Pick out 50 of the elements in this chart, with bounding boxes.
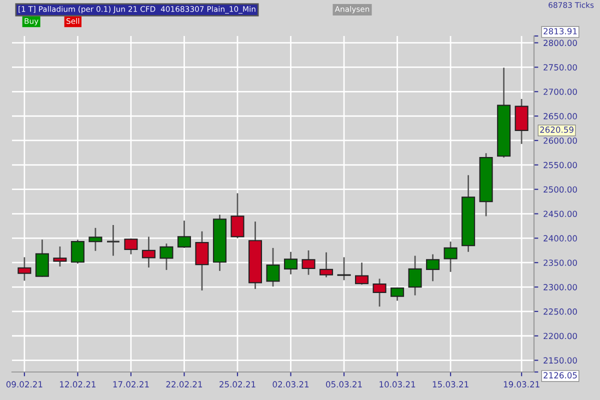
x-tick-label: 12.02.21 [60, 381, 96, 388]
y-tick-label: 2650.00 [544, 113, 577, 120]
y-tick-label: 2126.05 [544, 372, 577, 378]
candlestick [319, 252, 334, 278]
y-tick-label: 2150.00 [544, 357, 577, 364]
y-tick-label: 2200.00 [544, 332, 577, 340]
candlestick [426, 254, 440, 282]
y-tick-label: 2750.00 [544, 64, 577, 71]
x-tick-label: 09.02.21 [6, 381, 42, 388]
candlestick [372, 278, 386, 308]
y-tick-label: 2300.00 [544, 284, 577, 290]
candlestick [53, 246, 67, 268]
candlestick [230, 192, 244, 239]
candlestick [142, 236, 156, 268]
candlestick [177, 220, 191, 249]
candlestick [408, 255, 422, 296]
candlestick [337, 256, 351, 281]
candlestick [160, 242, 174, 271]
candlestick [355, 262, 369, 286]
y-tick-label: 2350.00 [544, 260, 577, 266]
candlestick [106, 224, 120, 256]
candlestick [444, 240, 458, 273]
candlestick [70, 238, 84, 264]
candlestick [88, 227, 102, 252]
x-tick-label: 17.02.21 [113, 381, 149, 388]
y-tick-label: 2600.00 [544, 137, 577, 144]
y-tick-label: 2450.00 [544, 210, 577, 218]
x-tick-label: 10.03.21 [380, 381, 416, 388]
candlestick [266, 247, 280, 288]
x-tick-label: 22.02.21 [166, 381, 202, 388]
x-tick-label: 25.02.21 [220, 381, 256, 388]
annotation: 2620.59 [540, 126, 574, 133]
y-tick-label: 2700.00 [544, 88, 577, 95]
y-tick-label: 2400.00 [544, 235, 577, 242]
candlestick [124, 238, 138, 255]
candlestick [195, 230, 209, 292]
y-tick-label: 2250.00 [544, 308, 577, 315]
x-tick-label: 02.03.21 [272, 381, 309, 388]
candlestick [302, 250, 316, 276]
candlestick [18, 256, 32, 282]
y-tick-label: 2800.00 [544, 40, 577, 46]
candlestick [284, 251, 298, 276]
y-tick-label: 2813.91 [544, 28, 577, 34]
y-tick-label: 2550.00 [544, 162, 577, 168]
candlestick [390, 287, 404, 302]
x-tick-label: 15.03.21 [432, 381, 468, 388]
candlestick [35, 238, 49, 278]
x-tick-label: 05.03.21 [326, 381, 362, 388]
x-tick-label: 19.03.21 [504, 381, 540, 388]
y-tick-label: 2500.00 [544, 186, 577, 193]
